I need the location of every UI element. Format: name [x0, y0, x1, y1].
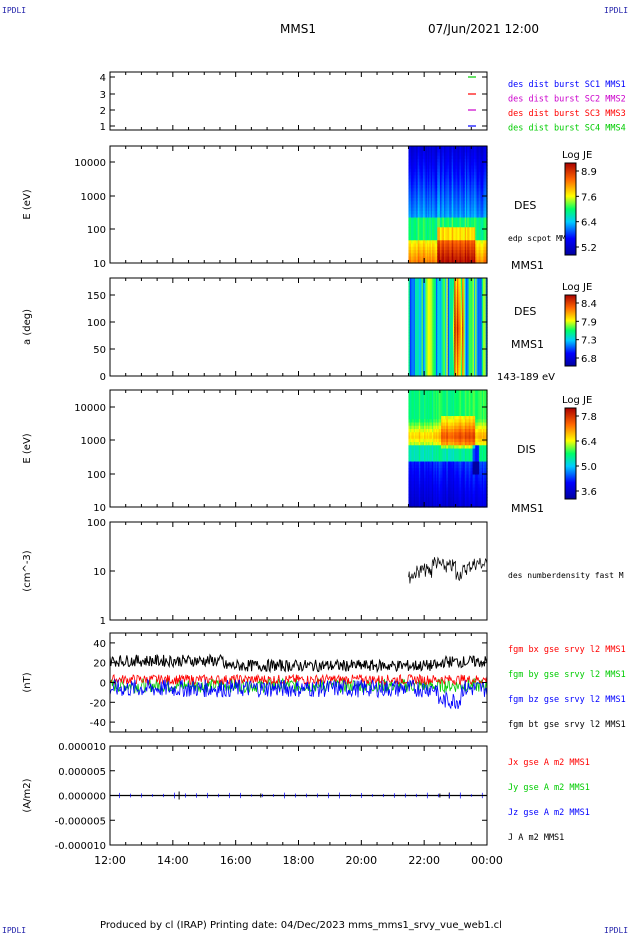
colorbar-tick-label: 8.9 [581, 167, 597, 178]
y-tick-label: 4 [100, 73, 106, 84]
y-tick-label: 100 [87, 318, 106, 329]
y-tick-label: 150 [87, 291, 106, 302]
colorbar [565, 295, 576, 366]
y-tick-label: 50 [93, 345, 106, 356]
y-tick-label: 10 [93, 259, 106, 270]
legend-entry: des dist burst SC1 MMS1 [508, 80, 626, 90]
colorbar-title: Log JE [562, 282, 592, 293]
y-axis-label: E (eV) [22, 189, 33, 219]
colorbar [565, 163, 576, 255]
y-tick-label: 1 [100, 122, 106, 133]
colorbar-tick-label: 6.4 [581, 218, 597, 229]
legend-entry: des dist burst SC4 MMS4 [508, 124, 626, 134]
instrument-label: DES [514, 305, 536, 318]
sc-panel [110, 72, 487, 130]
colorbar-tick-label: 7.3 [581, 336, 597, 347]
dis_e-heatmap [408, 390, 487, 508]
instrument-label: DES [514, 199, 536, 212]
colorbar-tick-label: 8.4 [581, 299, 597, 310]
y-tick-label: 100 [87, 225, 106, 236]
colorbar-tick-label: 7.9 [581, 317, 597, 328]
spacecraft-label: MMS1 [511, 338, 544, 351]
legend-entry: des dist burst SC2 MMS2 [508, 95, 626, 105]
y-tick-label: 3 [100, 90, 106, 101]
des_e-heatmap [408, 146, 487, 264]
spacecraft-label: MMS1 [511, 259, 544, 272]
energy-range-label: 143-189 eV [497, 372, 555, 383]
y-tick-label: 10000 [74, 158, 106, 169]
y-tick-label: 2 [100, 106, 106, 117]
y-axis-label: a (deg) [22, 309, 33, 345]
legend-entry: des dist burst SC3 MMS3 [508, 109, 626, 119]
colorbar-tick-label: 6.8 [581, 354, 597, 365]
y-tick-label: 0 [100, 372, 106, 383]
des_pa-heatmap [408, 278, 487, 377]
y-tick-label: 1000 [81, 192, 106, 203]
colorbar-tick-label: 5.2 [581, 243, 597, 254]
colorbar-tick-label: 7.6 [581, 192, 597, 203]
colorbar-title: Log JE [562, 150, 592, 161]
